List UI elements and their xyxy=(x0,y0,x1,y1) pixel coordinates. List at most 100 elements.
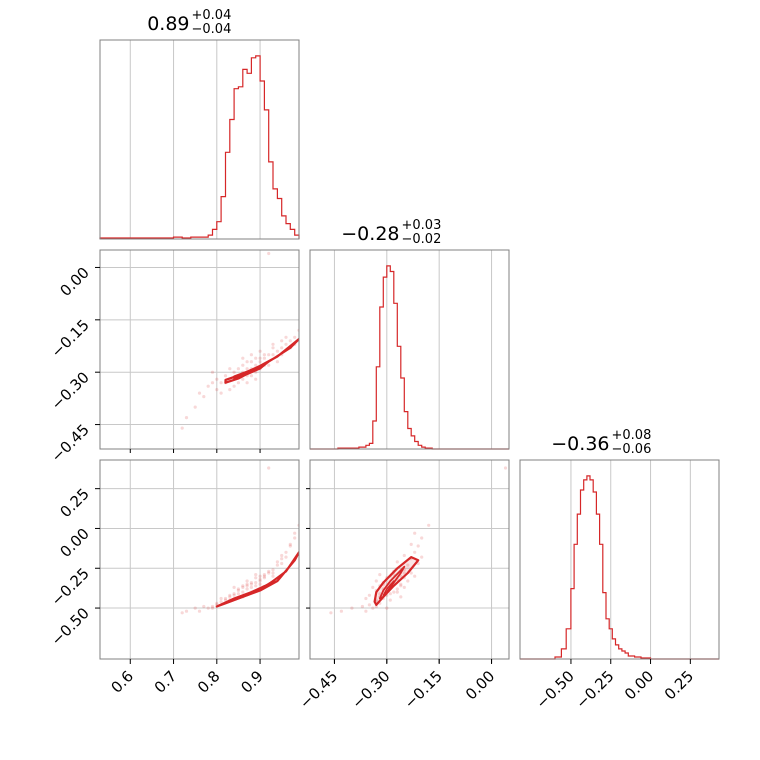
density-contour xyxy=(228,580,274,603)
parameter-title: 0.89 xyxy=(147,13,189,35)
sample-point xyxy=(413,550,417,554)
sample-point xyxy=(339,609,343,613)
y-tick-label: 0.00 xyxy=(56,525,92,561)
sample-point xyxy=(249,374,253,378)
sample-point xyxy=(249,582,253,586)
sample-point xyxy=(210,604,215,609)
sample-point xyxy=(249,360,253,364)
sample-point xyxy=(267,466,271,470)
sample-point xyxy=(197,609,202,613)
sample-point xyxy=(236,367,240,371)
parameter-title: −0.28 xyxy=(341,223,399,245)
sample-point xyxy=(420,555,424,559)
sample-point xyxy=(367,593,371,597)
sample-point xyxy=(228,388,232,392)
x-tick-label: −0.45 xyxy=(296,667,341,712)
sample-point xyxy=(245,381,249,385)
sample-point xyxy=(402,585,406,590)
sample-point xyxy=(388,598,392,602)
y-tick-label: −0.15 xyxy=(48,316,93,361)
x-tick-label: 0.8 xyxy=(194,667,224,697)
sample-point xyxy=(267,571,271,575)
sample-point xyxy=(202,604,206,609)
sample-point xyxy=(249,581,253,585)
sample-point xyxy=(271,346,275,350)
sample-point xyxy=(184,416,189,420)
scatter-panel-2-1 xyxy=(309,459,510,660)
parameter-title-plus: +0.03 xyxy=(402,218,442,233)
sample-point xyxy=(275,563,279,567)
sample-point xyxy=(374,604,378,609)
sample-point xyxy=(241,590,245,594)
panel-content xyxy=(180,466,299,615)
sample-point xyxy=(288,544,292,548)
sample-point xyxy=(215,388,219,392)
sample-point xyxy=(215,377,219,381)
x-tick-label: 0.9 xyxy=(237,667,267,697)
sample-point xyxy=(228,595,232,599)
y-tick-label: −0.30 xyxy=(48,368,93,413)
sample-point xyxy=(267,251,271,256)
histogram-step-line xyxy=(99,55,300,239)
sample-point xyxy=(378,573,382,577)
sample-point xyxy=(399,582,403,586)
sample-point xyxy=(409,571,413,575)
sample-point xyxy=(206,384,210,388)
sample-point xyxy=(262,576,266,580)
sample-point xyxy=(388,592,392,596)
density-contour xyxy=(242,585,266,596)
sample-point xyxy=(402,571,406,575)
x-tick-label: −0.25 xyxy=(572,667,617,712)
sample-point xyxy=(392,590,396,594)
sample-point xyxy=(180,426,184,430)
parameter-title-plus: +0.04 xyxy=(192,8,232,23)
sample-point xyxy=(219,381,223,385)
sample-point xyxy=(399,595,403,599)
x-tick-label: 0.00 xyxy=(621,667,657,703)
sample-point xyxy=(223,374,228,378)
sample-point xyxy=(271,342,275,346)
sample-point xyxy=(271,568,275,572)
sample-point xyxy=(232,370,236,374)
sample-point xyxy=(241,377,245,381)
sample-point xyxy=(245,579,249,583)
sample-point xyxy=(241,363,245,367)
sample-point xyxy=(245,367,249,371)
sample-point xyxy=(223,596,228,601)
density-contour xyxy=(382,580,395,596)
sample-point xyxy=(193,606,197,610)
y-tick-label: 0.25 xyxy=(56,485,92,521)
parameter-title-minus: −0.02 xyxy=(402,232,442,247)
panel-frame xyxy=(99,249,300,450)
sample-point xyxy=(280,557,284,561)
sample-point xyxy=(254,581,258,585)
sample-point xyxy=(271,353,275,357)
sample-point xyxy=(210,370,215,374)
sample-point xyxy=(254,576,258,580)
sample-point xyxy=(258,577,262,582)
x-tick-label: −0.15 xyxy=(401,667,446,712)
sample-point xyxy=(219,596,223,601)
sample-point xyxy=(275,360,279,364)
sample-point xyxy=(258,582,262,586)
sample-point xyxy=(267,363,271,367)
panel-content xyxy=(329,466,508,615)
sample-point xyxy=(371,585,375,590)
sample-point xyxy=(409,542,413,547)
sample-point xyxy=(258,574,262,578)
sample-point xyxy=(245,360,249,364)
sample-point xyxy=(236,588,240,593)
sample-point xyxy=(262,573,266,577)
sample-point xyxy=(284,555,288,559)
sample-point xyxy=(280,346,284,350)
histogram-panel-1 xyxy=(99,39,300,240)
sample-point xyxy=(206,606,210,610)
sample-point xyxy=(284,342,288,346)
y-tick-label: −0.45 xyxy=(48,421,93,466)
sample-point xyxy=(215,601,219,605)
sample-point xyxy=(402,553,406,558)
sample-point xyxy=(245,582,249,586)
sample-point xyxy=(197,391,202,395)
sample-point xyxy=(236,587,240,591)
sample-point xyxy=(374,579,378,583)
